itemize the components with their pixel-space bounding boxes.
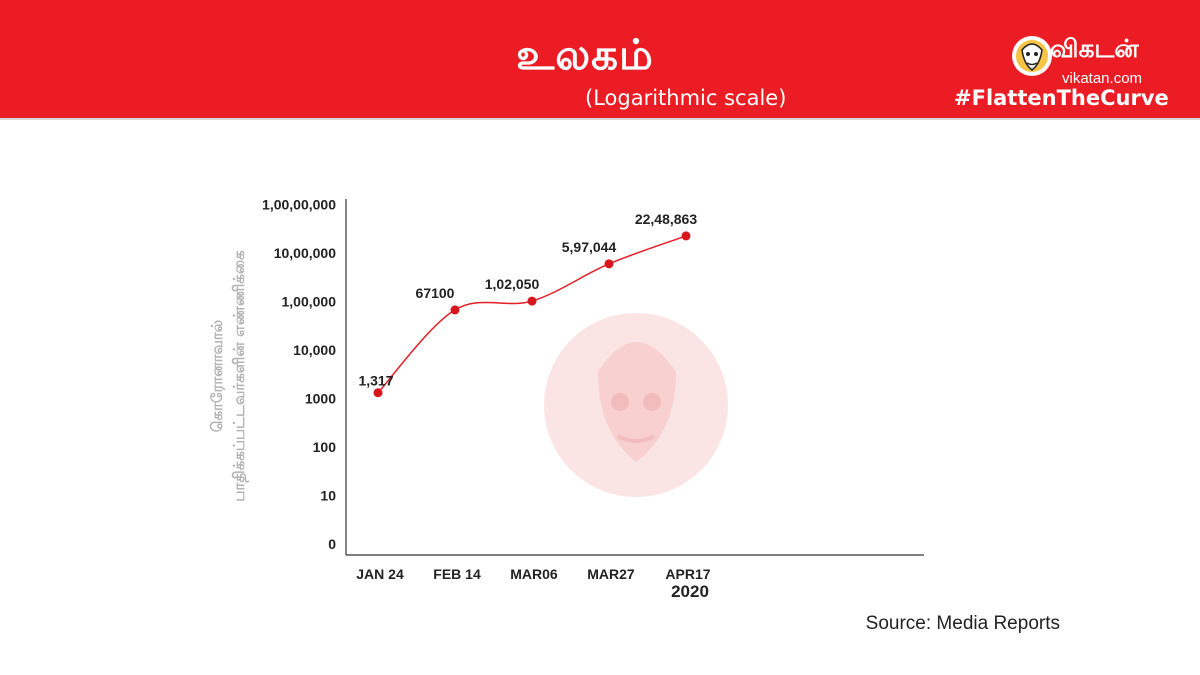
y-tick-label: 10,00,000 xyxy=(274,245,336,261)
page-title: உலகம் xyxy=(516,30,654,79)
data-point xyxy=(450,305,460,315)
year-label: 2020 xyxy=(671,582,709,601)
y-tick-label: 1,00,00,000 xyxy=(262,197,336,213)
data-label: 1,02,050 xyxy=(485,276,540,292)
x-tick-label: APR17 xyxy=(665,566,710,582)
y-tick-label: 10,000 xyxy=(293,342,336,358)
data-point xyxy=(604,259,614,269)
data-point xyxy=(681,231,691,241)
data-point xyxy=(527,296,537,306)
data-label: 5,97,044 xyxy=(562,239,617,255)
data-points xyxy=(373,231,691,398)
x-tick-label: JAN 24 xyxy=(356,566,404,582)
data-label: 67100 xyxy=(416,285,455,301)
header-banner xyxy=(0,0,1200,118)
x-tick-label: FEB 14 xyxy=(433,566,481,582)
source-note: Source: Media Reports xyxy=(865,613,1060,634)
x-tick-labels: JAN 24 FEB 14 MAR06 MAR27 APR17 xyxy=(356,566,711,582)
x-tick-label: MAR06 xyxy=(510,566,558,582)
hashtag: #FlattenTheCurve xyxy=(954,86,1169,110)
brand-logo: விகடன் vikatan.com xyxy=(1010,30,1185,90)
vikatan-face-logo-icon xyxy=(1012,36,1052,76)
data-point xyxy=(373,388,383,398)
brand-name: விகடன் xyxy=(1050,34,1139,63)
x-tick-label: MAR27 xyxy=(587,566,635,582)
y-tick-label: 10 xyxy=(320,488,336,504)
data-label: 1,317 xyxy=(358,373,393,389)
header-divider xyxy=(0,118,1200,120)
data-labels: 1,317 67100 1,02,050 5,97,044 22,48,863 xyxy=(358,211,697,389)
y-tick-label: 1000 xyxy=(305,391,336,407)
page-subtitle: (Logarithmic scale) xyxy=(585,86,787,110)
y-tick-label: 0 xyxy=(328,536,336,552)
brand-url: vikatan.com xyxy=(1062,70,1143,87)
data-label: 22,48,863 xyxy=(635,211,697,227)
y-tick-labels: 0 10 100 1000 10,000 1,00,000 10,00,000 1,00,00… xyxy=(262,197,336,553)
y-tick-label: 1,00,000 xyxy=(282,294,337,310)
y-tick-label: 100 xyxy=(313,439,337,455)
watermark-icon xyxy=(544,313,728,497)
